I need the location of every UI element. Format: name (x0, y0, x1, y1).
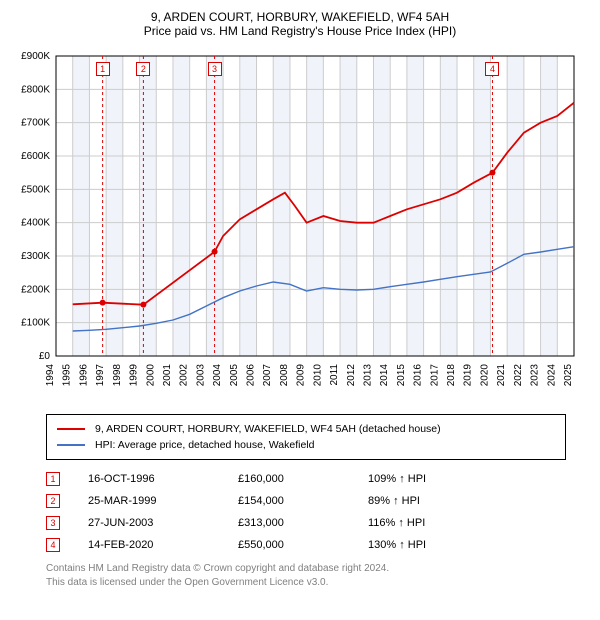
svg-text:2010: 2010 (312, 364, 323, 387)
sale-price: £313,000 (238, 517, 368, 529)
svg-text:2023: 2023 (530, 364, 541, 387)
chart-legend: 9, ARDEN COURT, HORBURY, WAKEFIELD, WF4 … (46, 414, 566, 460)
svg-text:£300K: £300K (21, 251, 50, 262)
sales-table: 1 16-OCT-1996£160,000109% ↑ HPI 2 25-MAR-19… (46, 468, 566, 556)
sale-date: 27-JUN-2003 (88, 517, 238, 529)
sale-date: 25-MAR-1999 (88, 495, 238, 507)
svg-text:2016: 2016 (413, 364, 424, 387)
svg-text:2019: 2019 (463, 364, 474, 387)
svg-text:2021: 2021 (496, 364, 507, 387)
svg-text:£0: £0 (39, 351, 51, 362)
chart-svg: £0 £100K £200K £300K £400K £500K £600K £700K £80… (10, 46, 590, 406)
svg-text:2005: 2005 (229, 364, 240, 387)
svg-text:2011: 2011 (329, 364, 340, 386)
legend-swatch (57, 428, 85, 430)
svg-text:2003: 2003 (195, 364, 206, 387)
sale-hpi-ratio: 130% ↑ HPI (368, 539, 488, 551)
svg-text:2012: 2012 (346, 364, 357, 387)
sale-marker-4: 4 (485, 62, 499, 76)
svg-text:2000: 2000 (145, 364, 156, 387)
svg-text:2008: 2008 (279, 364, 290, 387)
sale-marker-ref: 4 (46, 538, 60, 552)
svg-text:2001: 2001 (162, 364, 173, 387)
sale-price: £154,000 (238, 495, 368, 507)
svg-text:£400K: £400K (21, 218, 50, 229)
svg-text:£800K: £800K (21, 84, 50, 95)
sale-marker-ref: 2 (46, 494, 60, 508)
footer-line-1: Contains HM Land Registry data © Crown c… (46, 562, 590, 576)
sale-hpi-ratio: 89% ↑ HPI (368, 495, 488, 507)
sale-row-4: 4 14-FEB-2020£550,000130% ↑ HPI (46, 534, 566, 556)
price-vs-hpi-chart: £0 £100K £200K £300K £400K £500K £600K £700K £80… (10, 46, 590, 406)
sale-marker-3: 3 (208, 62, 222, 76)
svg-text:2018: 2018 (446, 364, 457, 387)
sale-hpi-ratio: 109% ↑ HPI (368, 473, 488, 485)
svg-text:2004: 2004 (212, 364, 223, 387)
footer-line-2: This data is licensed under the Open Gov… (46, 576, 590, 590)
sale-marker-ref: 3 (46, 516, 60, 530)
sale-marker-ref: 1 (46, 472, 60, 486)
svg-text:2015: 2015 (396, 364, 407, 387)
chart-title-line1: 9, ARDEN COURT, HORBURY, WAKEFIELD, WF4 … (10, 10, 590, 24)
svg-text:1996: 1996 (78, 364, 89, 387)
svg-text:2020: 2020 (479, 364, 490, 387)
sale-date: 16-OCT-1996 (88, 473, 238, 485)
legend-label: 9, ARDEN COURT, HORBURY, WAKEFIELD, WF4 … (95, 423, 441, 435)
svg-text:1997: 1997 (95, 364, 106, 387)
legend-item-0: 9, ARDEN COURT, HORBURY, WAKEFIELD, WF4 … (57, 421, 555, 437)
svg-text:2025: 2025 (563, 364, 574, 387)
sale-marker-1: 1 (96, 62, 110, 76)
svg-text:2014: 2014 (379, 364, 390, 387)
data-attribution: Contains HM Land Registry data © Crown c… (46, 562, 590, 589)
sale-row-2: 2 25-MAR-1999£154,00089% ↑ HPI (46, 490, 566, 512)
sale-price: £550,000 (238, 539, 368, 551)
legend-label: HPI: Average price, detached house, Wake… (95, 439, 314, 451)
svg-text:1999: 1999 (129, 364, 140, 387)
svg-text:2002: 2002 (179, 364, 190, 387)
chart-title-line2: Price paid vs. HM Land Registry's House … (10, 24, 590, 38)
svg-text:£200K: £200K (21, 284, 50, 295)
svg-text:2024: 2024 (546, 364, 557, 387)
legend-item-1: HPI: Average price, detached house, Wake… (57, 437, 555, 453)
sale-marker-2: 2 (136, 62, 150, 76)
svg-text:£500K: £500K (21, 184, 50, 195)
svg-text:1995: 1995 (62, 364, 73, 387)
svg-text:£600K: £600K (21, 151, 50, 162)
svg-text:£100K: £100K (21, 318, 50, 329)
sale-hpi-ratio: 116% ↑ HPI (368, 517, 488, 529)
svg-text:1998: 1998 (112, 364, 123, 387)
sale-price: £160,000 (238, 473, 368, 485)
sale-row-1: 1 16-OCT-1996£160,000109% ↑ HPI (46, 468, 566, 490)
svg-text:2007: 2007 (262, 364, 273, 387)
svg-text:2013: 2013 (362, 364, 373, 387)
svg-text:2017: 2017 (429, 364, 440, 387)
svg-text:£700K: £700K (21, 118, 50, 129)
sale-date: 14-FEB-2020 (88, 539, 238, 551)
svg-text:2009: 2009 (296, 364, 307, 387)
svg-text:1994: 1994 (45, 364, 56, 387)
svg-text:2006: 2006 (246, 364, 257, 387)
svg-text:2022: 2022 (513, 364, 524, 387)
legend-swatch (57, 444, 85, 446)
svg-text:£900K: £900K (21, 51, 50, 62)
sale-row-3: 3 27-JUN-2003£313,000116% ↑ HPI (46, 512, 566, 534)
